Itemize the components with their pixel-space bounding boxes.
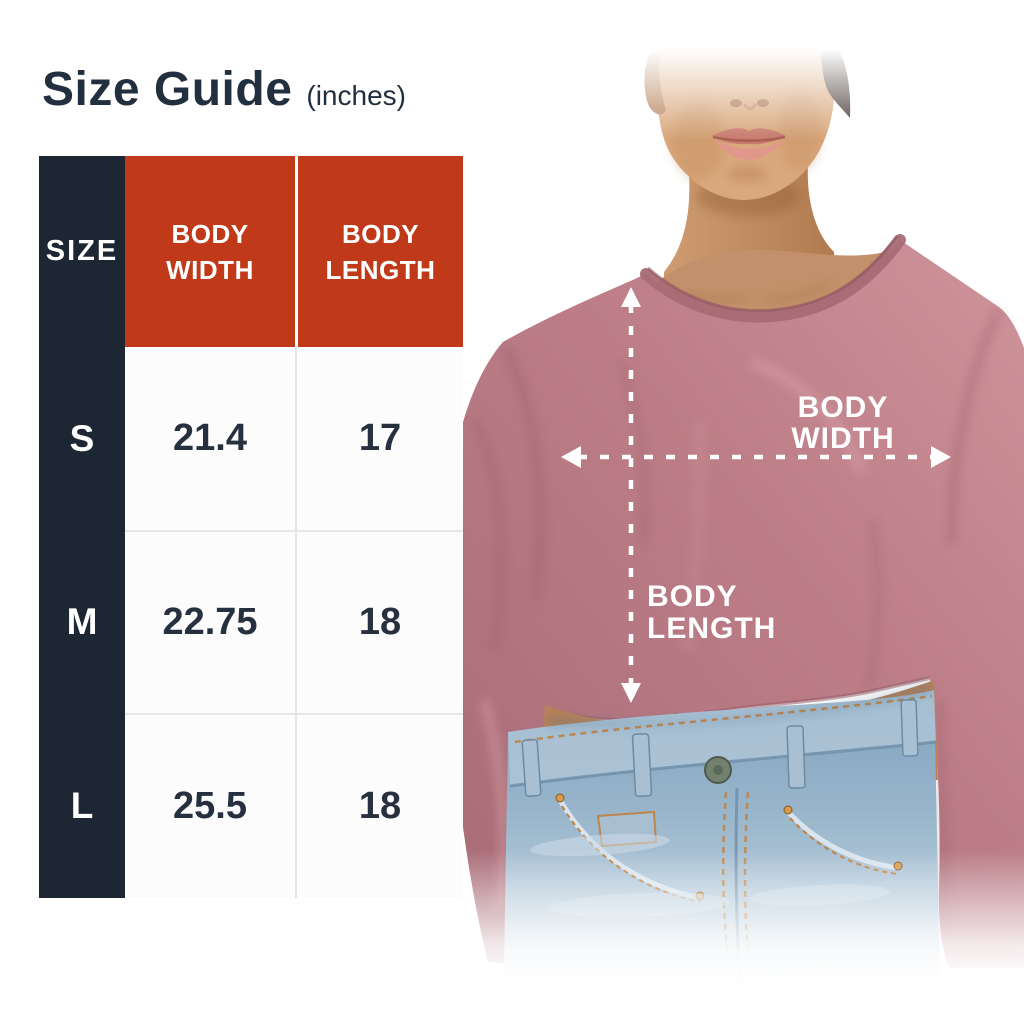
jeans-button <box>704 756 732 784</box>
body-length-label-line1: BODY <box>647 580 738 613</box>
arrowhead-up <box>621 287 641 307</box>
belt-loops <box>521 699 919 797</box>
arrowhead-down <box>621 683 641 703</box>
arrowhead-left <box>561 446 581 468</box>
page-title: Size Guide <box>42 63 293 116</box>
body-width-label-line1: BODY <box>798 391 889 424</box>
body-width-label-line2: WIDTH <box>791 422 894 455</box>
body-width-arrow <box>561 446 951 468</box>
collar <box>640 234 906 323</box>
size-column-header-cell: SIZE <box>39 156 125 347</box>
body-width-value-m: 22.75 <box>125 530 295 713</box>
body-length-value-l: 18 <box>295 713 463 898</box>
page-header: Size Guide (inches) <box>42 62 406 117</box>
arrowhead-right <box>931 446 951 468</box>
body-length-value-s: 17 <box>295 347 463 530</box>
fabric-folds <box>470 307 1004 951</box>
body-width-value-l: 25.5 <box>125 713 295 898</box>
body-length-value-m: 18 <box>295 530 463 713</box>
head-fade <box>560 0 1024 140</box>
collar-seam <box>647 235 899 313</box>
size-cell-s: S <box>39 347 125 530</box>
waistband <box>508 690 936 786</box>
bottom-fade <box>380 850 1024 1024</box>
chin-shadow <box>727 166 767 182</box>
body-width-value-s: 21.4 <box>125 347 295 530</box>
body-length-header-cell: BODY LENGTH <box>295 156 463 347</box>
body-width-header-cell: BODY WIDTH <box>125 156 295 347</box>
title-unit-note: (inches) <box>306 80 406 111</box>
body-length-label: BODY LENGTH <box>647 580 776 645</box>
size-cell-l: L <box>39 713 125 898</box>
clavicle-right <box>765 282 831 302</box>
clavicle-left <box>687 290 749 303</box>
body-length-arrow <box>621 287 641 703</box>
body-length-label-line2: LENGTH <box>647 612 776 645</box>
hem-shadow <box>548 682 932 727</box>
sweatshirt-body <box>443 240 1024 968</box>
size-cell-m: M <box>39 530 125 713</box>
body-width-label: BODY WIDTH <box>791 391 894 455</box>
size-chart-table: SIZE BODY WIDTH BODY LENGTH S 21.4 17 M … <box>39 156 463 898</box>
